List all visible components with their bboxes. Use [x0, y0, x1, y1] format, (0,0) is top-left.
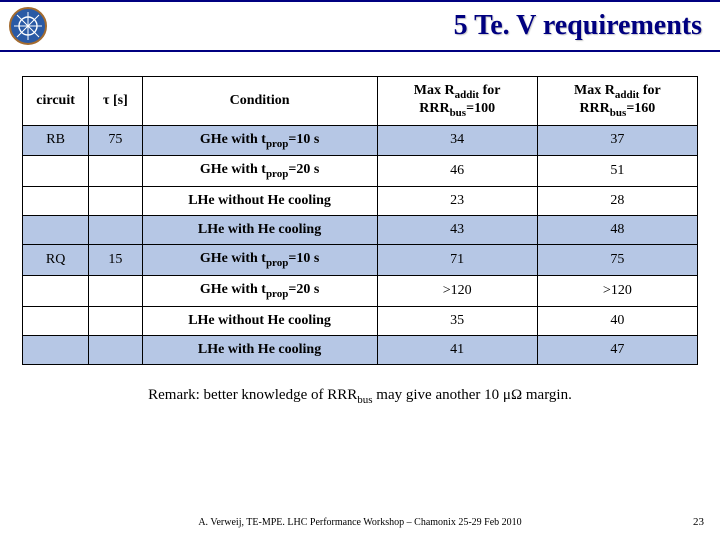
table-row: GHe with tprop=20 s>120>120 [23, 275, 698, 306]
table-row: LHe with He cooling4147 [23, 335, 698, 364]
cell-v160: 40 [537, 306, 697, 335]
cell-circuit [23, 335, 89, 364]
cell-condition: GHe with tprop=10 s [142, 125, 377, 156]
cell-tau [89, 216, 142, 245]
cell-v100: 35 [377, 306, 537, 335]
cell-v100: 41 [377, 335, 537, 364]
slide-title: 5 Te. V requirements [50, 10, 720, 42]
col-condition: Condition [142, 77, 377, 126]
col-tau: τ [s] [89, 77, 142, 126]
cell-condition: LHe with He cooling [142, 335, 377, 364]
footer-text: A. Verweij, TE-MPE. LHC Performance Work… [0, 517, 720, 528]
cell-condition: GHe with tprop=20 s [142, 156, 377, 187]
col-max-100: Max Raddit for RRRbus=100 [377, 77, 537, 126]
cell-circuit [23, 306, 89, 335]
cell-v160: 47 [537, 335, 697, 364]
cell-v100: 43 [377, 216, 537, 245]
page-number: 23 [693, 516, 704, 528]
cell-condition: LHe with He cooling [142, 216, 377, 245]
cell-v160: 37 [537, 125, 697, 156]
requirements-table: circuit τ [s] Condition Max Raddit for R… [22, 76, 698, 365]
cell-condition: LHe without He cooling [142, 306, 377, 335]
table-header-row: circuit τ [s] Condition Max Raddit for R… [23, 77, 698, 126]
table-row: LHe without He cooling3540 [23, 306, 698, 335]
cell-tau [89, 156, 142, 187]
cell-tau [89, 306, 142, 335]
cell-circuit [23, 216, 89, 245]
cell-tau [89, 187, 142, 216]
cell-v160: 51 [537, 156, 697, 187]
table-row: LHe without He cooling2328 [23, 187, 698, 216]
col-circuit: circuit [23, 77, 89, 126]
cell-v160: >120 [537, 275, 697, 306]
content-area: circuit τ [s] Condition Max Raddit for R… [0, 52, 720, 406]
cell-v160: 75 [537, 245, 697, 276]
cell-condition: GHe with tprop=20 s [142, 275, 377, 306]
cell-v160: 48 [537, 216, 697, 245]
cell-v100: >120 [377, 275, 537, 306]
cell-v100: 71 [377, 245, 537, 276]
table-row: RB75GHe with tprop=10 s3437 [23, 125, 698, 156]
cell-tau: 15 [89, 245, 142, 276]
title-bar: 5 Te. V requirements [0, 0, 720, 52]
slide: 5 Te. V requirements circuit τ [s] Condi… [0, 0, 720, 540]
cell-v100: 34 [377, 125, 537, 156]
col-max-160: Max Raddit for RRRbus=160 [537, 77, 697, 126]
table-row: LHe with He cooling4348 [23, 216, 698, 245]
cell-circuit [23, 187, 89, 216]
cell-circuit: RQ [23, 245, 89, 276]
cell-condition: GHe with tprop=10 s [142, 245, 377, 276]
cern-logo [6, 4, 50, 48]
cell-circuit [23, 275, 89, 306]
cell-circuit: RB [23, 125, 89, 156]
table-row: RQ15GHe with tprop=10 s7175 [23, 245, 698, 276]
cell-v100: 23 [377, 187, 537, 216]
cell-tau [89, 335, 142, 364]
remark-text: Remark: better knowledge of RRRbus may g… [22, 387, 698, 406]
cell-tau [89, 275, 142, 306]
table-body: RB75GHe with tprop=10 s3437GHe with tpro… [23, 125, 698, 364]
cell-v100: 46 [377, 156, 537, 187]
cell-tau: 75 [89, 125, 142, 156]
cell-condition: LHe without He cooling [142, 187, 377, 216]
cell-circuit [23, 156, 89, 187]
cell-v160: 28 [537, 187, 697, 216]
table-row: GHe with tprop=20 s4651 [23, 156, 698, 187]
